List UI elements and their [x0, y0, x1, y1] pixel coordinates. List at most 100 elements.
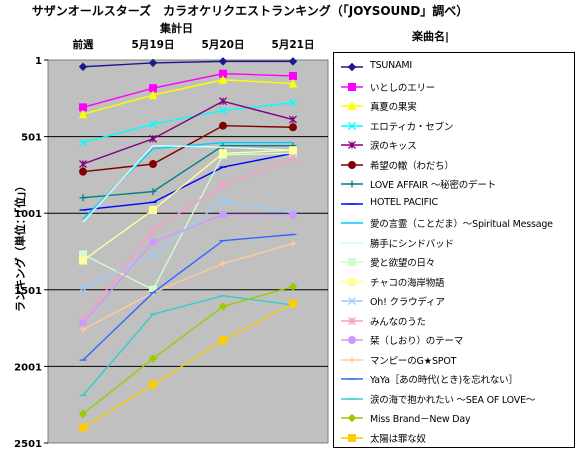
legend-label: 愛と欲望の日々	[370, 258, 436, 269]
series-path	[82, 285, 294, 415]
legend-swatch	[341, 356, 363, 363]
legend-label: いとしのエリー	[370, 82, 436, 94]
data-point	[148, 90, 158, 100]
data-point	[288, 57, 298, 66]
data-point	[219, 260, 227, 268]
series-line	[79, 121, 297, 176]
legend-swatch	[341, 62, 363, 72]
legend-label: 愛の言霊（ことだま）～Spiritual Message	[370, 219, 553, 230]
legend-item: TSUNAMI	[334, 58, 574, 76]
legend-item: みんなのうた	[334, 312, 574, 330]
legend-item: Oh! クラウディア	[334, 292, 574, 310]
data-point	[219, 196, 227, 205]
data-point	[289, 98, 297, 107]
legend-swatch	[341, 160, 363, 169]
x-category-label: 5月19日	[132, 39, 175, 51]
data-point	[348, 121, 356, 130]
y-tick-label: 1001	[14, 209, 42, 220]
series-line	[79, 240, 297, 333]
series-path	[82, 79, 294, 115]
legend-label: YaYa［あの時代(とき)を忘れない］	[370, 375, 518, 386]
data-point	[149, 134, 157, 143]
data-point	[219, 210, 227, 219]
legend-swatch	[341, 82, 363, 91]
x-category-label: 5月20日	[202, 39, 245, 51]
data-point	[289, 123, 297, 132]
legend-swatch	[341, 316, 363, 325]
legend-label: エロティカ・セブン	[370, 121, 454, 133]
data-point	[149, 380, 157, 389]
series-line	[79, 98, 297, 147]
legend-label: HOTEL PACIFIC	[370, 196, 438, 208]
legend-swatch	[341, 180, 363, 188]
legend-item: 勝手にシンドバッド	[334, 234, 574, 252]
series-line	[79, 233, 297, 361]
series-path	[82, 60, 293, 68]
legend-swatch	[341, 202, 363, 205]
legend-label: チャコの海岸物語	[370, 277, 445, 289]
legend-label: 栞（しおり）のテーマ	[370, 336, 464, 347]
legend-label: 勝手にシンドバッド	[370, 238, 454, 250]
legend-item: 栞（しおり）のテーマ	[334, 331, 574, 349]
legend-item: YaYa［あの時代(とき)を忘れない］	[334, 370, 574, 388]
legend-label: Oh! クラウディア	[370, 297, 445, 308]
data-point	[348, 356, 356, 363]
data-point	[219, 181, 227, 190]
series-path	[82, 72, 294, 109]
series-line	[79, 299, 297, 432]
legend-swatch	[341, 241, 363, 244]
series-line	[78, 75, 298, 119]
series-line	[82, 144, 294, 223]
series-path	[82, 152, 294, 211]
data-point	[79, 194, 87, 202]
data-point	[289, 115, 297, 124]
legend-swatch	[341, 277, 363, 286]
legend-swatch	[341, 121, 363, 130]
legend-label: 希望の轍（わだち）	[370, 160, 454, 172]
data-point	[149, 188, 157, 196]
legend-swatch	[341, 433, 363, 442]
data-point	[289, 153, 297, 162]
data-point	[289, 71, 297, 80]
data-point	[288, 78, 298, 88]
data-point	[347, 413, 357, 423]
series-path	[82, 233, 294, 361]
legend-swatch	[341, 222, 363, 224]
legend-item: 真夏の果実	[334, 97, 574, 115]
data-point	[148, 354, 158, 363]
data-point	[219, 336, 227, 345]
data-point	[79, 167, 87, 176]
series-path	[82, 213, 293, 324]
legend-label: みんなのうた	[370, 316, 426, 328]
series-path	[82, 302, 294, 429]
data-point	[219, 149, 227, 158]
chart-title: サザンオールスターズ カラオケリクエストランキング（「JOYSOUND」調べ）	[31, 4, 469, 18]
series-path	[82, 100, 294, 165]
series-line	[78, 282, 298, 418]
data-point	[79, 325, 87, 333]
data-point	[348, 82, 356, 91]
song-name-column-label: 楽曲名|	[412, 30, 450, 43]
legend-item: 希望の轍（わだち）	[334, 156, 574, 174]
legend-swatch	[341, 297, 363, 305]
series-line	[79, 146, 297, 265]
data-point	[78, 109, 88, 119]
data-point	[218, 75, 228, 84]
series-path	[82, 295, 294, 396]
series-line	[78, 57, 298, 71]
legend-item: 太陽は罪な奴	[334, 429, 574, 447]
legend-label: 涙のキッス	[370, 141, 417, 152]
data-point	[149, 225, 157, 234]
data-point	[149, 205, 157, 214]
data-point	[78, 62, 88, 71]
legend-swatch	[341, 101, 363, 110]
data-point	[219, 97, 227, 106]
series-line	[79, 196, 297, 293]
data-point	[149, 238, 157, 247]
legend-item: 涙の海で抱かれたい ～SEA OF LOVE～	[334, 390, 574, 408]
data-point	[348, 297, 356, 305]
data-point	[79, 138, 87, 147]
data-point	[149, 160, 157, 169]
legend-item: チャコの海岸物語	[334, 273, 574, 291]
